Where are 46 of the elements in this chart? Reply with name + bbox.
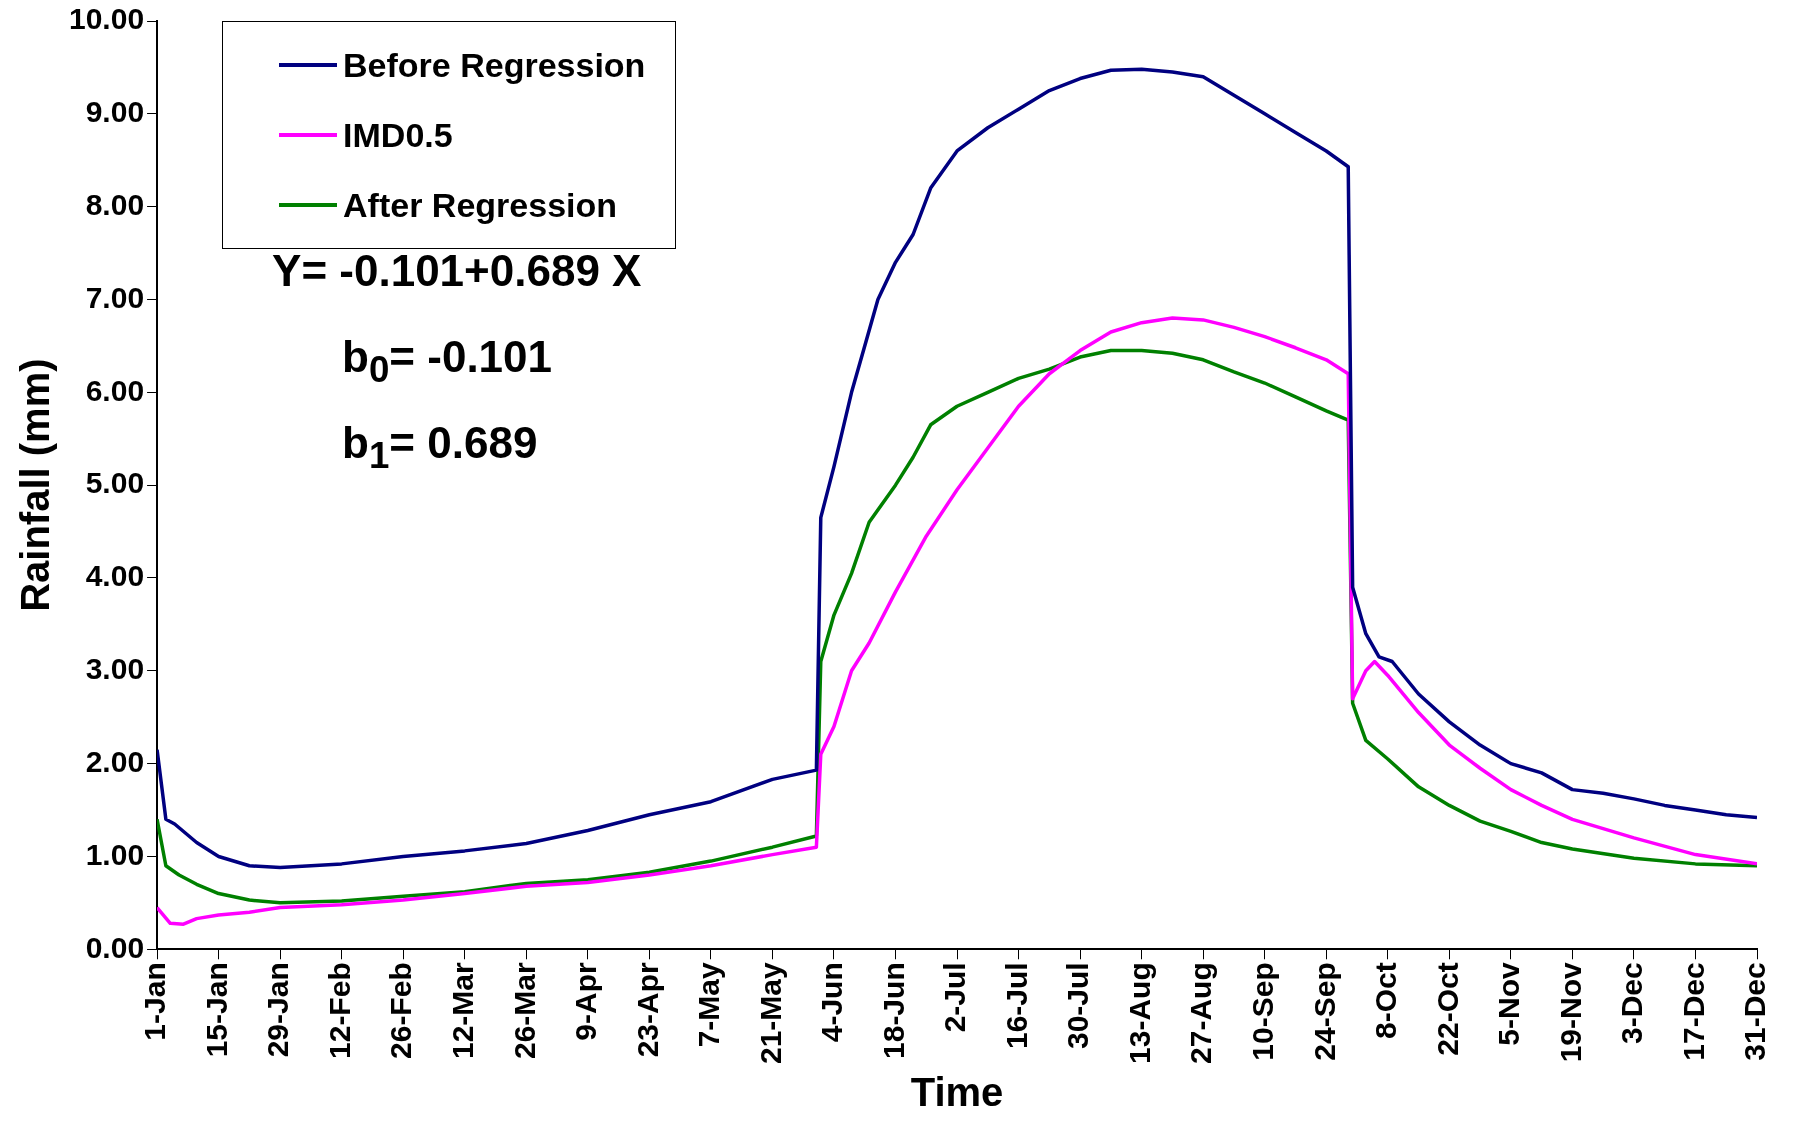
x-tick-label: 19-Nov [1553, 961, 1587, 1063]
x-tick-label: 22-Oct [1430, 962, 1464, 1056]
y-tick-label: 10.00 [69, 2, 145, 36]
annotation: b$_{1}$= 0.689 [342, 418, 538, 477]
y-tick-label: 3.00 [85, 652, 145, 686]
x-tick-label: 5-Nov [1492, 961, 1526, 1046]
x-tick-label: 13-Aug [1122, 962, 1156, 1064]
x-tick-label: 21-May [753, 961, 787, 1064]
x-tick-label: 26-Feb [384, 962, 418, 1059]
legend-label: IMD0.5 [343, 115, 453, 155]
y-axis-title: Rainfall (mm) [13, 358, 58, 612]
x-tick-label: 23-Apr [630, 961, 664, 1058]
x-tick-label: 3-Dec [1615, 962, 1649, 1044]
x-tick-label: 8-Oct [1369, 962, 1403, 1039]
x-tick-label: 15-Jan [199, 962, 233, 1058]
y-tick-label: 4.00 [85, 559, 145, 593]
x-tick-label: 29-Jan [261, 962, 295, 1058]
x-tick-label: 12-Mar [446, 961, 480, 1059]
x-tick-label: 31-Dec [1738, 962, 1772, 1061]
x-tick-label: 12-Feb [322, 962, 356, 1059]
x-tick-label: 30-Jul [1061, 962, 1095, 1049]
y-tick-label: 6.00 [85, 373, 145, 407]
x-tick-label: 27-Aug [1184, 962, 1218, 1064]
y-tick-label: 7.00 [85, 280, 145, 314]
y-tick-label: 5.00 [85, 466, 145, 500]
x-tick-label: 10-Sep [1245, 962, 1279, 1061]
x-tick-label: 17-Dec [1676, 962, 1710, 1061]
y-tick-label: 2.00 [85, 744, 145, 778]
x-tick-label: 26-Mar [507, 961, 541, 1059]
x-tick-label: 4-Jun [815, 962, 849, 1043]
x-axis-title: Time [910, 1070, 1004, 1115]
legend-label: Before Regression [343, 45, 646, 85]
annotation: Y= -0.101+0.689 X [272, 246, 642, 296]
x-tick-label: 9-Apr [569, 961, 603, 1041]
x-tick-label: 18-Jun [876, 962, 910, 1059]
y-tick-label: 1.00 [85, 837, 145, 871]
x-tick-label: 7-May [692, 961, 726, 1048]
y-tick-label: 8.00 [85, 187, 145, 221]
x-tick-label: 16-Jul [999, 962, 1033, 1049]
legend-label: After Regression [343, 185, 618, 225]
y-tick-label: 0.00 [85, 930, 145, 964]
x-tick-label: 24-Sep [1307, 962, 1341, 1061]
x-tick-label: 1-Jan [138, 962, 172, 1041]
x-tick-label: 2-Jul [938, 962, 972, 1033]
y-tick-label: 9.00 [85, 95, 145, 129]
annotation: b$_{0}$= -0.101 [342, 332, 553, 391]
